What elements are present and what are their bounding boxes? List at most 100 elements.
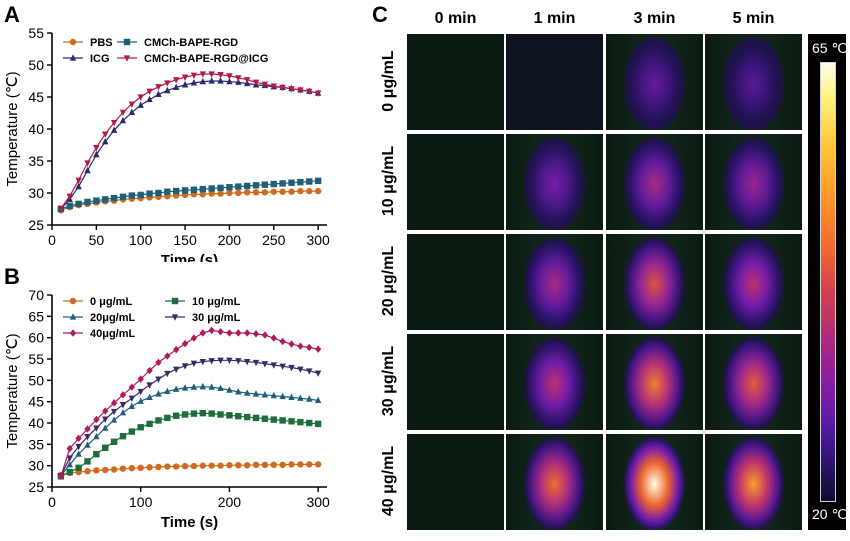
chart-b-data-point [190, 410, 198, 417]
chart-a-x-tick-label: 100 [129, 232, 153, 248]
thermal-image [606, 234, 703, 330]
chart-b-data-point [164, 463, 171, 470]
chart-a-data-point [235, 189, 242, 197]
chart-b-data-point [261, 361, 269, 368]
chart-b-data-point [279, 363, 286, 371]
chart-a-data-point [93, 150, 100, 158]
chart-a-data-point [137, 101, 144, 108]
thermal-image [705, 234, 802, 330]
chart-a-data-point [66, 193, 73, 200]
thermal-image [407, 134, 504, 230]
chart-b-data-point [314, 345, 322, 353]
chart-b-legend-label: 30 μg/mL [192, 312, 241, 324]
row-label-0: 0 μg/mL [380, 50, 397, 112]
chart-a-data-point [190, 79, 198, 86]
chart-b-data-point [235, 358, 242, 365]
chart-b-data-point [235, 388, 242, 395]
thermal-image [705, 434, 802, 530]
chart-b-data-point [261, 461, 269, 469]
chart-a-data-point [146, 190, 153, 197]
chart-b-y-tick-label: 70 [28, 287, 44, 303]
chart-a-data-point [164, 86, 171, 94]
chart-a-legend-label: CMCh-BAPE-RGD@ICG [144, 53, 268, 65]
chart-b-data-point [208, 358, 215, 365]
chart-b-data-point [137, 424, 144, 431]
chart-b-legend-marker [69, 329, 77, 337]
chart-b-data-point [93, 425, 100, 432]
chart-a-x-tick-label: 300 [306, 232, 330, 248]
chart-a-x-tick-label: 200 [218, 232, 242, 248]
chart-a-data-point [279, 188, 286, 195]
chart-b-legend-label: 0 μg/mL [90, 296, 132, 308]
chart-a-y-tick-label: 30 [28, 185, 44, 201]
chart-b-data-point [164, 414, 171, 422]
chart-b-data-point [190, 383, 198, 390]
chart-b-y-tick-label: 55 [28, 351, 44, 367]
chart-b-data-point [110, 466, 118, 473]
chart-a-y-tick-label: 35 [28, 153, 44, 169]
chart-a-data-point [235, 183, 242, 190]
chart-a-data-point [252, 189, 260, 196]
chart-a-data-point [235, 78, 242, 85]
chart-b-data-point [84, 434, 91, 441]
chart-a-data-point [314, 187, 322, 195]
chart-b-data-point [217, 384, 224, 392]
chart-a-data-point [226, 184, 233, 191]
chart-b-data-point [66, 468, 73, 476]
chart-b-data-point [128, 428, 136, 435]
chart-b-data-point [155, 358, 162, 367]
chart-b-data-point [235, 412, 242, 420]
chart-b-data-point [110, 438, 118, 445]
chart-b-data-point [93, 467, 100, 474]
chart-b-data-point [181, 384, 189, 391]
chart-a-data-point [84, 166, 91, 174]
chart-a-data-point [137, 94, 144, 101]
chart-b-data-point [243, 413, 251, 421]
chart-b-data-point [279, 392, 286, 400]
chart-a-data-point [261, 181, 269, 188]
chart-a-data-point [208, 190, 215, 197]
chart-a-data-point [217, 184, 224, 192]
thermal-image [606, 34, 703, 130]
chart-a-data-point [288, 86, 295, 93]
chart-b-data-point [190, 462, 198, 470]
chart-b-data-point [261, 415, 269, 422]
chart-b-data-point [137, 375, 144, 383]
chart-a-data-point [270, 188, 277, 195]
chart-a-data-point [226, 77, 233, 85]
chart-b-data-point [226, 462, 233, 469]
chart-b-data-point [217, 357, 224, 365]
chart-b-data-point [226, 386, 233, 393]
chart-a-data-point [306, 178, 313, 185]
chart-a-data-point [297, 178, 304, 186]
chart-b-data-point [199, 358, 207, 366]
chart-a-data-point [270, 180, 277, 188]
chart-a-data-point [128, 108, 136, 115]
chart-b-data-point [243, 389, 251, 396]
chart-b-data-point [217, 327, 224, 336]
panel-a-letter: A [4, 2, 20, 27]
chart-b-data-point [190, 334, 198, 342]
chart-b-data-point [199, 409, 207, 417]
chart-b-data-point [199, 462, 207, 469]
chart-b-legend-marker [171, 297, 179, 305]
chart-a-x-tick-label: 0 [48, 232, 56, 248]
chart-a-data-point [252, 79, 260, 87]
chart-b-data-point [270, 391, 277, 399]
chart-a-y-tick-label: 25 [28, 217, 44, 233]
chart-b-data-point [75, 450, 82, 457]
chart-a-y-axis-label: Temperature (℃) [4, 71, 21, 186]
thermal-image [606, 134, 703, 230]
chart-b-data-point [314, 396, 322, 403]
chart-a-data-point [208, 185, 215, 192]
chart-b-data-point [164, 370, 171, 378]
thermal-image [506, 34, 603, 130]
chart-a-legend-marker [123, 55, 131, 62]
chart-b-data-point [208, 410, 215, 417]
chart-b-data-point [155, 463, 162, 471]
row-label-30: 30 μg/mL [380, 345, 397, 417]
chart-a-data-point [57, 205, 65, 213]
thermal-image [705, 34, 802, 130]
chart-b-data-point [75, 434, 82, 443]
chart-b-data-point [297, 342, 304, 350]
